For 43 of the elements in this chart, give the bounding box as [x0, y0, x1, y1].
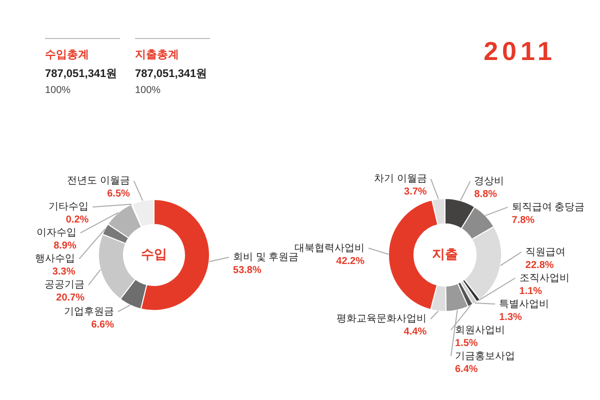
text: 수입 — [141, 246, 167, 262]
data-label: 0.2% — [66, 214, 89, 226]
data-label: 3.3% — [52, 266, 76, 278]
slice-label: 직원급여 — [525, 246, 566, 258]
slice-label: 전년도 이월금 — [67, 176, 130, 187]
text: 2011 — [484, 36, 556, 67]
data-label: 7.8% — [512, 214, 535, 226]
data-label: 1.3% — [499, 312, 522, 323]
data-label: 8.8% — [474, 188, 498, 200]
data-label: 53.8% — [233, 265, 262, 276]
slice-label: 공공기금 — [44, 280, 85, 291]
text: 지출 — [432, 246, 458, 262]
slice-label: 평화교육문화사업비 — [336, 314, 427, 325]
slice-label: 조직사업비 — [519, 272, 570, 284]
data-label: 6.5% — [107, 188, 130, 200]
slice-label: 기타수입 — [48, 202, 89, 213]
slice-label: 기업후원금 — [64, 306, 114, 318]
data-label: 3.7% — [404, 186, 427, 198]
text: 수입총계 — [45, 48, 90, 62]
slice-label: 회비 및 후원금 — [233, 252, 299, 264]
slice-label: 대북협력사업비 — [294, 242, 365, 254]
data-label: 20.7% — [56, 292, 85, 304]
data-label: 6.6% — [91, 319, 114, 330]
slice-label: 차기 이월금 — [374, 174, 427, 185]
slice-label: 기금홍보사업 — [455, 350, 515, 362]
data-label: 4.4% — [404, 326, 427, 338]
text: 100% — [135, 85, 162, 96]
slice-label: 이자수입 — [36, 228, 76, 239]
data-label: 22.8% — [525, 260, 554, 271]
slice-label: 퇴직급여 충당금 — [512, 202, 585, 213]
text: 787,051,341원 — [45, 67, 118, 81]
data-label: 1.1% — [519, 286, 542, 297]
text: 100% — [45, 85, 72, 96]
data-label: 8.9% — [54, 240, 76, 252]
slice-label: 특별사업비 — [499, 298, 550, 310]
data-label: 1.5% — [455, 338, 478, 349]
slice-label: 경상비 — [474, 176, 504, 187]
text: 787,051,341원 — [135, 67, 208, 81]
data-label: 6.4% — [455, 364, 478, 375]
data-label: 42.2% — [336, 256, 365, 267]
slice-label: 행사수입 — [35, 254, 76, 265]
slice-label: 회원사업비 — [455, 324, 505, 336]
text: 지출총계 — [135, 48, 180, 62]
